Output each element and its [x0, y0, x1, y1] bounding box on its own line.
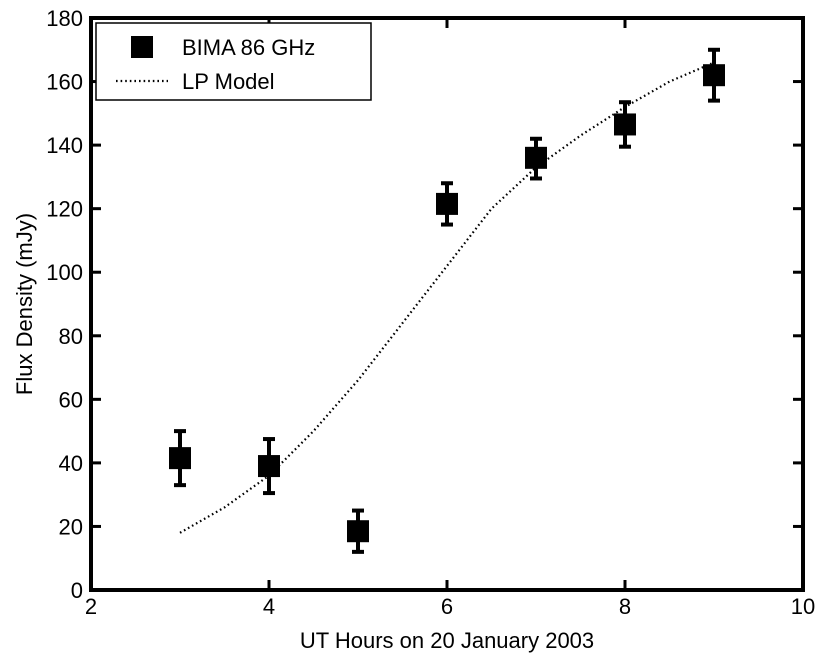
legend: BIMA 86 GHz LP Model [95, 22, 372, 101]
square-marker [436, 192, 458, 215]
x-tick-label: 4 [263, 594, 275, 619]
data-point [169, 429, 191, 488]
data-point [703, 47, 725, 103]
x-tick-label: 8 [619, 594, 631, 619]
y-tick-label: 180 [46, 6, 83, 31]
legend-box [95, 22, 372, 101]
plot-background [91, 18, 803, 590]
y-tick-label: 0 [71, 578, 83, 603]
y-tick-label: 80 [59, 324, 83, 349]
y-tick-label: 60 [59, 387, 83, 412]
y-tick-label: 100 [46, 260, 83, 285]
square-marker [347, 520, 369, 543]
data-point [614, 100, 636, 149]
legend-square-swatch [131, 36, 153, 58]
x-tick-label: 6 [441, 594, 453, 619]
y-axis-label: Flux Density (mJy) [12, 213, 37, 395]
y-tick-label: 20 [59, 514, 83, 539]
data-point [525, 136, 547, 181]
y-tick-label: 120 [46, 197, 83, 222]
square-marker [258, 455, 280, 478]
y-tick-label: 140 [46, 133, 83, 158]
square-marker [525, 146, 547, 169]
axes-box [89, 16, 805, 592]
x-tick-label: 10 [791, 594, 815, 619]
legend-entry-label: BIMA 86 GHz [182, 35, 315, 60]
square-marker [169, 447, 191, 470]
square-marker [614, 113, 636, 136]
x-axis-label: UT Hours on 20 January 2003 [300, 628, 594, 653]
legend-entry-label: LP Model [182, 69, 275, 94]
plot-frame [89, 16, 805, 592]
data-point [258, 437, 280, 496]
y-tick-label: 40 [59, 451, 83, 476]
x-tick-label: 2 [85, 594, 97, 619]
plot-area [91, 18, 803, 590]
bima-series [169, 47, 725, 554]
data-point [436, 181, 458, 227]
square-marker [703, 64, 725, 87]
data-point [347, 508, 369, 554]
y-tick-label: 160 [46, 70, 83, 95]
